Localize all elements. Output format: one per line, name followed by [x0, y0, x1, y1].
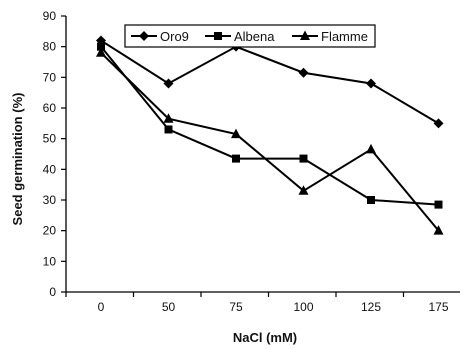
data-point: [366, 78, 376, 89]
data-point: [232, 154, 240, 163]
legend-label: Oro9: [160, 29, 189, 44]
data-point: [298, 67, 309, 78]
y-tick-label: 70: [43, 70, 57, 84]
x-tick-label: 50: [162, 300, 176, 314]
x-tick-label: 0: [98, 300, 105, 314]
data-point: [434, 200, 443, 209]
chart-series: [96, 35, 444, 235]
data-point: [164, 125, 173, 134]
y-tick-label: 20: [43, 224, 57, 238]
y-tick-label: 90: [43, 9, 57, 23]
x-axis-title: NaCl (mM): [233, 330, 297, 345]
y-tick-label: 50: [43, 132, 57, 146]
data-point: [163, 113, 174, 123]
legend-box: [124, 24, 376, 48]
data-point: [299, 154, 308, 163]
x-tick-label: 75: [229, 300, 243, 314]
x-tick-label: 100: [293, 300, 313, 314]
series-line: [100, 39, 440, 125]
y-tick-label: 40: [43, 162, 57, 176]
chart-axes: 0 10 20 30 40 50 60 70 80 90 0 50 75 100 125 175: [43, 9, 460, 314]
data-point: [163, 78, 174, 89]
data-point: [433, 225, 444, 235]
legend-label: Albena: [234, 29, 275, 44]
y-tick-label: 10: [43, 254, 57, 268]
series-line: [100, 46, 439, 206]
legend-label: Flamme: [321, 29, 368, 44]
y-axis-title: Seed germination (%): [10, 93, 25, 226]
data-point: [96, 47, 106, 57]
series-albena: [97, 42, 443, 209]
data-point: [433, 118, 444, 129]
data-point: [231, 128, 241, 139]
x-tick-label: 125: [361, 300, 381, 314]
y-tick-label: 30: [43, 193, 57, 207]
data-point: [298, 185, 309, 195]
legend-marker: [300, 30, 310, 40]
series-oro9: [96, 35, 444, 129]
legend-marker: [139, 31, 149, 41]
data-point: [97, 42, 105, 51]
chart-legend: Oro9 Albena Flamme: [124, 24, 376, 48]
series-line: [100, 52, 440, 232]
data-point: [367, 196, 375, 204]
y-tick-label: 0: [49, 285, 56, 299]
y-tick-label: 80: [43, 40, 57, 54]
series-flamme: [96, 47, 444, 235]
y-tick-label: 60: [43, 101, 57, 115]
legend-marker: [214, 32, 222, 40]
x-tick-label: 175: [428, 300, 448, 314]
data-point: [366, 143, 376, 154]
